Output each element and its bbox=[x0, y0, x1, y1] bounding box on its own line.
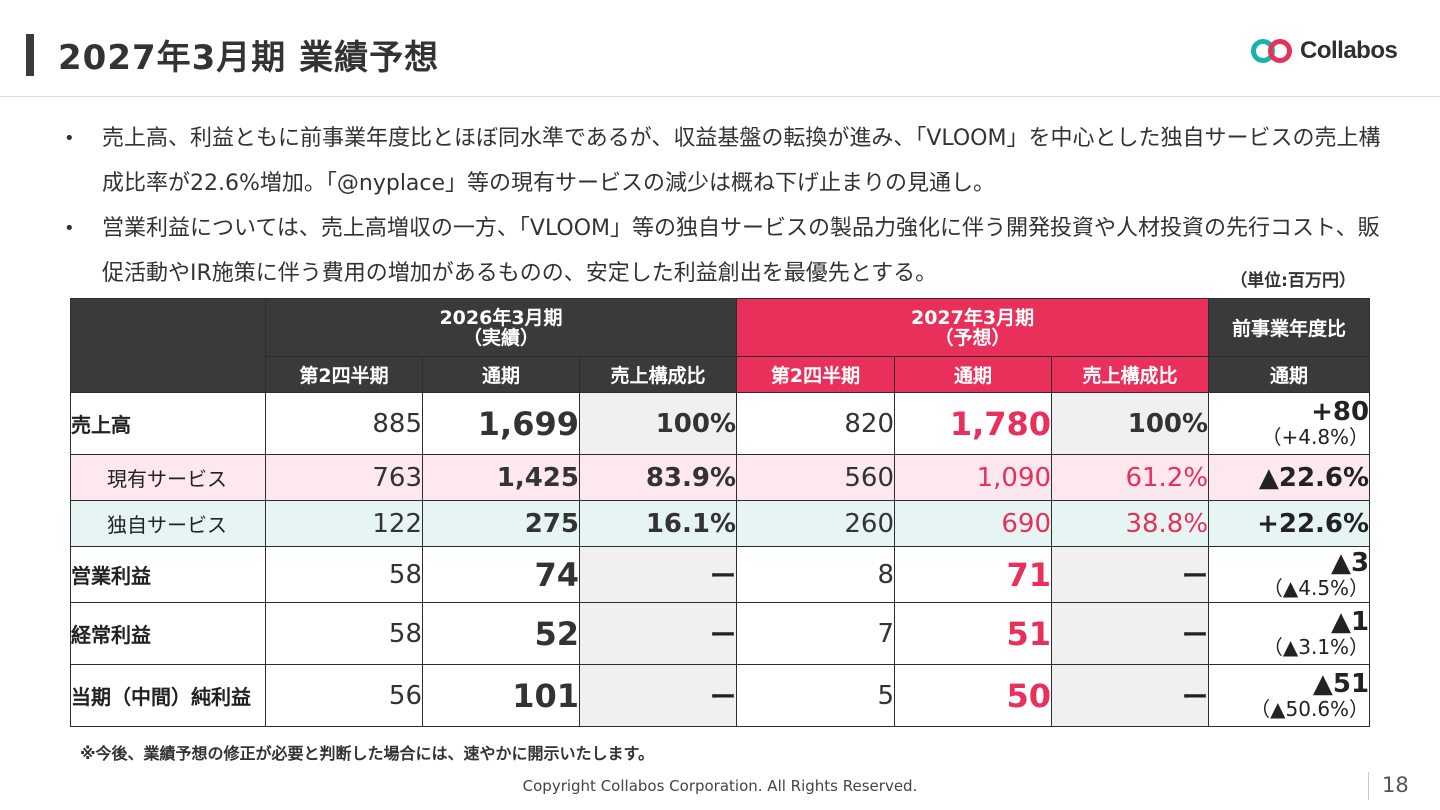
table-subheader-row: 第2四半期 通期 売上構成比 第2四半期 通期 売上構成比 通期 bbox=[71, 356, 1371, 393]
subheader-cell: 通期 bbox=[894, 356, 1053, 393]
table-row-ordinary-profit: 経常利益 58 52 ー 7 51 ー ▲1 （▲3.1%） bbox=[70, 602, 1371, 665]
table-cell: 51 bbox=[894, 602, 1053, 665]
table-cell: 16.1% bbox=[578, 500, 738, 547]
row-label: 営業利益 bbox=[70, 546, 266, 603]
page-number-divider bbox=[1368, 772, 1369, 800]
yoy-cell: +22.6% bbox=[1208, 500, 1371, 547]
yoy-cell: +80 （+4.8%） bbox=[1208, 392, 1371, 455]
table-cell: 260 bbox=[736, 500, 896, 547]
disclaimer-note: ※今後、業績予想の修正が必要と判断した場合には、速やかに開示いたします。 bbox=[80, 744, 654, 763]
table-header-row: 2026年3月期 （実績） 2027年3月期 （予想） 前事業年度比 bbox=[70, 298, 1371, 393]
table-row-operating-profit: 営業利益 58 74 ー 8 71 ー ▲3 （▲4.5%） bbox=[70, 546, 1371, 603]
title-accent-bar bbox=[26, 34, 34, 76]
page-number: 18 bbox=[1382, 773, 1409, 797]
page-title: 2027年3月期 業績予想 bbox=[58, 38, 440, 78]
table-cell: 83.9% bbox=[578, 454, 738, 501]
table-cell: 885 bbox=[265, 392, 423, 455]
table-cell: 763 bbox=[265, 454, 423, 501]
table-cell: 1,090 bbox=[894, 454, 1053, 501]
collabos-logo-icon bbox=[1251, 39, 1292, 63]
subheader-cell: 通期 bbox=[1208, 356, 1371, 393]
bullet-text: 営業利益については、売上高増収の一方、「VLOOM」等の独自サービスの製品力強化… bbox=[102, 216, 1380, 286]
yoy-cell: ▲22.6% bbox=[1208, 454, 1371, 501]
row-label: 現有サービス bbox=[70, 454, 266, 501]
table-cell: 50 bbox=[894, 664, 1053, 727]
table-cell: 71 bbox=[894, 546, 1053, 603]
table-cell: 58 bbox=[265, 602, 423, 665]
row-label: 独自サービス bbox=[70, 500, 266, 547]
corner-header-cell bbox=[70, 298, 266, 393]
table-cell: 7 bbox=[736, 602, 896, 665]
group-header-2027: 2027年3月期 （予想） bbox=[736, 298, 1210, 357]
summary-bullets: • 売上高、利益ともに前事業年度比とほぼ同水準であるが、収益基盤の転換が進み、「… bbox=[62, 116, 1382, 296]
bullet-item: • 売上高、利益ともに前事業年度比とほぼ同水準であるが、収益基盤の転換が進み、「… bbox=[62, 116, 1382, 206]
table-cell: 1,780 bbox=[894, 392, 1053, 455]
subheader-cell: 通期 bbox=[422, 356, 580, 393]
subheader-cell: 第2四半期 bbox=[736, 356, 896, 393]
bullet-dot-icon: • bbox=[64, 128, 75, 149]
copyright-text: Copyright Collabos Corporation. All Righ… bbox=[522, 777, 918, 795]
bullet-text: 売上高、利益ともに前事業年度比とほぼ同水準であるが、収益基盤の転換が進み、「VL… bbox=[102, 126, 1381, 196]
subheader-cell: 売上構成比 bbox=[1051, 356, 1210, 393]
yoy-cell: ▲51 （▲50.6%） bbox=[1208, 664, 1371, 727]
header-divider bbox=[0, 96, 1440, 97]
table-cell: ー bbox=[578, 602, 738, 665]
subheader-cell: 売上構成比 bbox=[578, 356, 738, 393]
table-cell: 100% bbox=[578, 392, 738, 455]
table-cell: 1,425 bbox=[422, 454, 580, 501]
table-cell: 1,699 bbox=[422, 392, 580, 455]
table-cell: 5 bbox=[736, 664, 896, 727]
table-cell: 820 bbox=[736, 392, 896, 455]
table-cell: 275 bbox=[422, 500, 580, 547]
yoy-cell: ▲3 （▲4.5%） bbox=[1208, 546, 1371, 603]
table-cell: 38.8% bbox=[1051, 500, 1210, 547]
table-cell: ー bbox=[578, 546, 738, 603]
bullet-item: • 営業利益については、売上高増収の一方、「VLOOM」等の独自サービスの製品力… bbox=[62, 206, 1382, 296]
table-cell: ー bbox=[1051, 664, 1210, 727]
table-row-own-service: 独自サービス 122 275 16.1% 260 690 38.8% +22.6… bbox=[70, 500, 1371, 547]
table-cell: 56 bbox=[265, 664, 423, 727]
table-cell: 74 bbox=[422, 546, 580, 603]
group-header-2026: 2026年3月期 （実績） bbox=[264, 298, 738, 357]
table-cell: 122 bbox=[265, 500, 423, 547]
row-label: 当期（中間）純利益 bbox=[70, 664, 266, 727]
table-cell: 52 bbox=[422, 602, 580, 665]
table-cell: 8 bbox=[736, 546, 896, 603]
table-row-sales: 売上高 885 1,699 100% 820 1,780 100% +80 （+… bbox=[70, 392, 1371, 455]
table-cell: 560 bbox=[736, 454, 896, 501]
table-cell: ー bbox=[1051, 602, 1210, 665]
table-cell: 100% bbox=[1051, 392, 1210, 455]
row-label: 売上高 bbox=[70, 392, 266, 455]
unit-label: （単位:百万円） bbox=[1230, 271, 1356, 291]
collabos-logo: Collabos bbox=[1250, 36, 1398, 66]
logo-text: Collabos bbox=[1300, 37, 1398, 64]
yoy-header: 前事業年度比 bbox=[1208, 298, 1371, 357]
table-row-net-profit: 当期（中間）純利益 56 101 ー 5 50 ー ▲51 （▲50.6%） bbox=[70, 664, 1371, 727]
bullet-dot-icon: • bbox=[64, 218, 75, 239]
table-cell: 58 bbox=[265, 546, 423, 603]
table-cell: 101 bbox=[422, 664, 580, 727]
table-cell: ー bbox=[578, 664, 738, 727]
table-cell: ー bbox=[1051, 546, 1210, 603]
subheader-cell: 第2四半期 bbox=[265, 356, 423, 393]
table-row-existing-service: 現有サービス 763 1,425 83.9% 560 1,090 61.2% ▲… bbox=[70, 454, 1371, 501]
table-cell: 690 bbox=[894, 500, 1053, 547]
forecast-table: 2026年3月期 （実績） 2027年3月期 （予想） 前事業年度比 第2四半期… bbox=[70, 298, 1371, 727]
table-cell: 61.2% bbox=[1051, 454, 1210, 501]
row-label: 経常利益 bbox=[70, 602, 266, 665]
yoy-cell: ▲1 （▲3.1%） bbox=[1208, 602, 1371, 665]
